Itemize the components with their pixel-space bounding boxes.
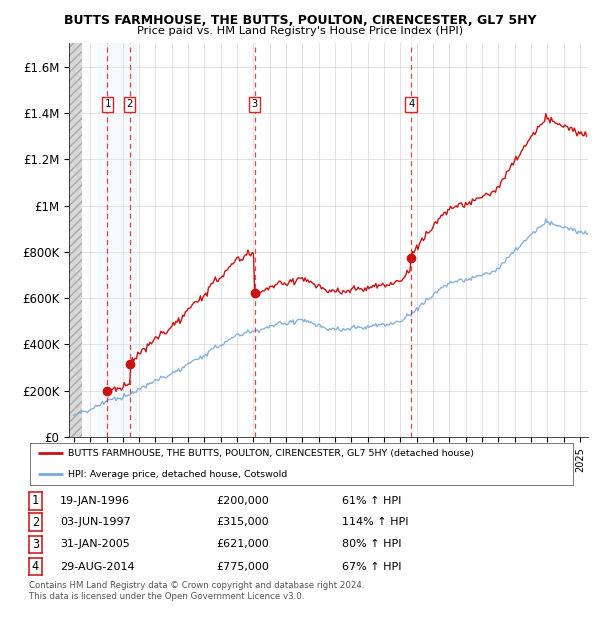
Bar: [69, 43, 82, 437]
Text: 31-JAN-2005: 31-JAN-2005: [60, 539, 130, 549]
Text: BUTTS FARMHOUSE, THE BUTTS, POULTON, CIRENCESTER, GL7 5HY: BUTTS FARMHOUSE, THE BUTTS, POULTON, CIR…: [64, 14, 536, 27]
Text: 29-AUG-2014: 29-AUG-2014: [60, 562, 134, 572]
Text: 67% ↑ HPI: 67% ↑ HPI: [342, 562, 401, 572]
Text: 4: 4: [32, 560, 39, 573]
Text: 3: 3: [32, 538, 39, 551]
Text: 2: 2: [127, 99, 133, 109]
Text: 4: 4: [408, 99, 414, 109]
Text: 2: 2: [32, 516, 39, 528]
Text: 03-JUN-1997: 03-JUN-1997: [60, 517, 131, 527]
Text: HPI: Average price, detached house, Cotswold: HPI: Average price, detached house, Cots…: [68, 470, 287, 479]
Text: £315,000: £315,000: [216, 517, 269, 527]
Text: Price paid vs. HM Land Registry's House Price Index (HPI): Price paid vs. HM Land Registry's House …: [137, 26, 463, 36]
Bar: [98, 43, 136, 437]
Text: This data is licensed under the Open Government Licence v3.0.: This data is licensed under the Open Gov…: [29, 592, 304, 601]
Text: 1: 1: [104, 99, 110, 109]
Text: BUTTS FARMHOUSE, THE BUTTS, POULTON, CIRENCESTER, GL7 5HY (detached house): BUTTS FARMHOUSE, THE BUTTS, POULTON, CIR…: [68, 449, 474, 458]
Text: 3: 3: [251, 99, 258, 109]
Text: 114% ↑ HPI: 114% ↑ HPI: [342, 517, 409, 527]
Text: 80% ↑ HPI: 80% ↑ HPI: [342, 539, 401, 549]
Text: Contains HM Land Registry data © Crown copyright and database right 2024.: Contains HM Land Registry data © Crown c…: [29, 581, 364, 590]
Text: 19-JAN-1996: 19-JAN-1996: [60, 496, 130, 506]
Text: 1: 1: [32, 495, 39, 507]
Text: £621,000: £621,000: [216, 539, 269, 549]
Text: £775,000: £775,000: [216, 562, 269, 572]
Text: £200,000: £200,000: [216, 496, 269, 506]
Text: 61% ↑ HPI: 61% ↑ HPI: [342, 496, 401, 506]
